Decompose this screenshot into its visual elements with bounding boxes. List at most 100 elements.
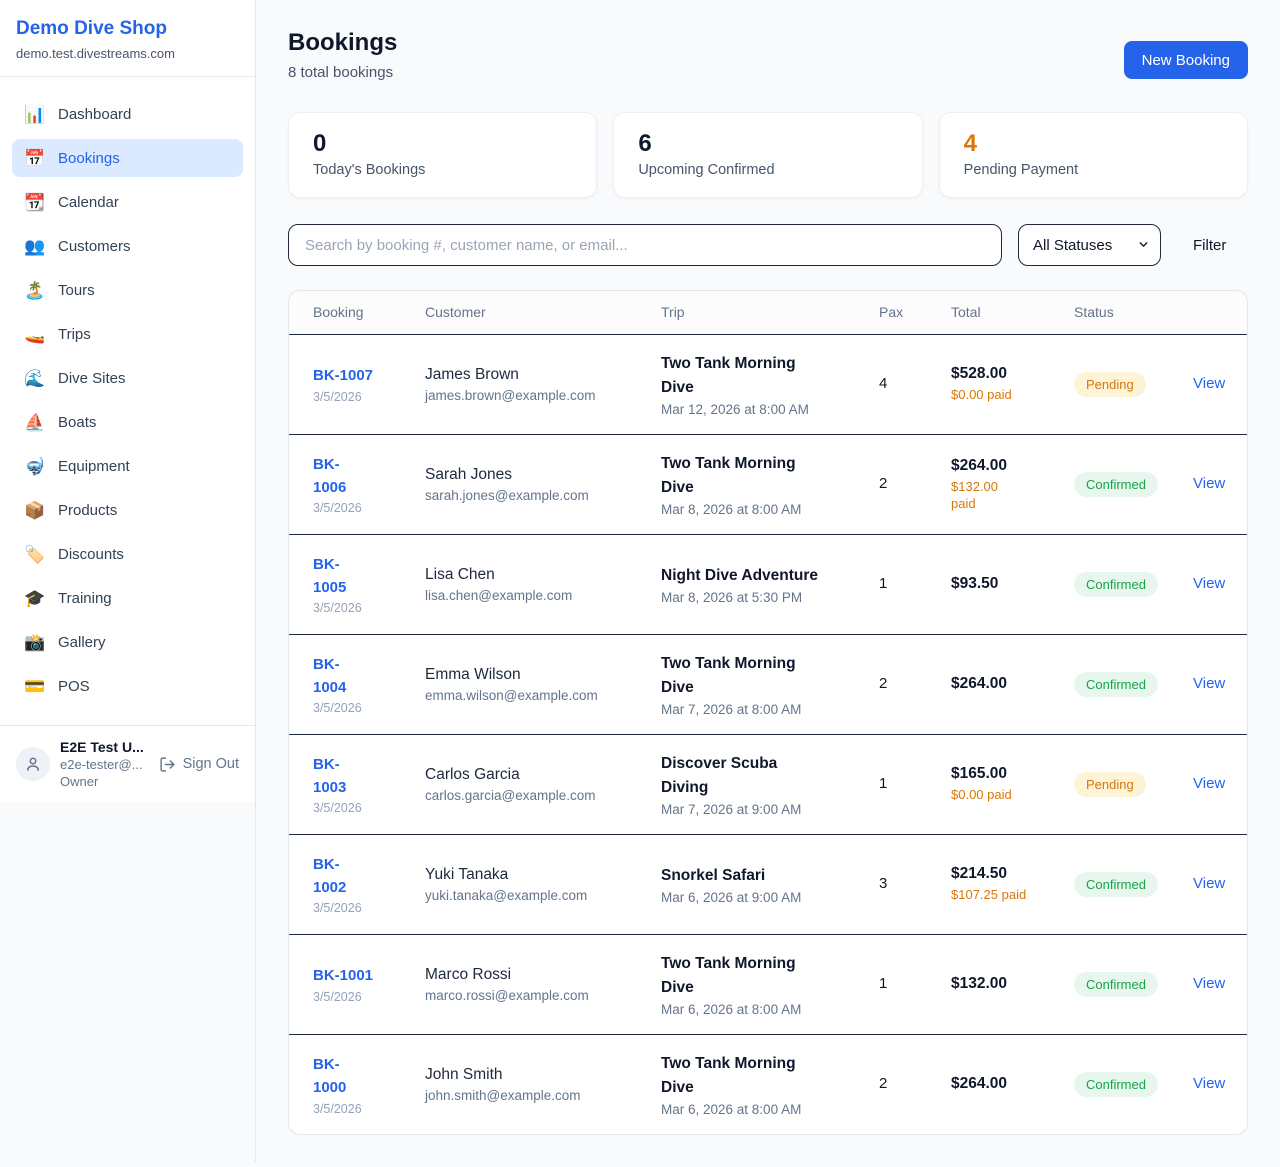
credit-card-icon: 💳 <box>24 676 46 696</box>
total-amount: $132.00 <box>951 975 1008 992</box>
sidebar-item-trips[interactable]: 🚤 Trips <box>24 324 91 344</box>
diving-mask-icon: 🤿 <box>24 456 46 476</box>
status-select[interactable]: All Statuses <box>1018 224 1161 266</box>
booking-id-link[interactable]: BK-1001 <box>313 967 374 985</box>
table-row: BK- 1005 3/5/2026 Lisa Chen lisa.chen@exa… <box>289 534 1247 635</box>
table-row: BK-1007 3/5/2026 James Brown james.brown… <box>289 334 1247 435</box>
pax-count: 1 <box>879 775 888 792</box>
sidebar-item-equipment[interactable]: 🤿 Equipment <box>24 456 130 476</box>
sidebar-item-dive-sites[interactable]: 🌊 Dive Sites <box>24 368 126 388</box>
new-booking-button[interactable]: New Booking <box>1123 41 1248 79</box>
booking-id-link[interactable]: BK- 1005 <box>313 555 347 596</box>
pax-count: 1 <box>879 575 888 592</box>
view-link[interactable]: View <box>1193 575 1226 592</box>
page-subtitle: 8 total bookings <box>288 64 394 81</box>
sidebar: Demo Dive Shop demo.test.divestreams.com… <box>0 0 256 1162</box>
sidebar-item-dashboard[interactable]: 📊 Dashboard <box>24 104 132 124</box>
trip-datetime: Mar 8, 2026 at 5:30 PM <box>661 589 803 605</box>
customer-email: carlos.garcia@example.com <box>425 787 596 803</box>
booking-date: 3/5/2026 <box>313 501 362 516</box>
customer-email: james.brown@example.com <box>425 387 596 403</box>
booking-id-link[interactable]: BK- 1003 <box>313 755 347 796</box>
sidebar-item-boats[interactable]: ⛵ Boats <box>24 412 97 432</box>
pax-count: 2 <box>879 1075 888 1093</box>
person-icon <box>27 757 39 771</box>
wave-icon: 🌊 <box>24 368 46 388</box>
stat-label: Upcoming Confirmed <box>638 162 775 178</box>
trip-name: Two Tank Morning Dive <box>661 454 796 496</box>
booking-date: 3/5/2026 <box>313 601 362 616</box>
stat-label: Pending Payment <box>963 162 1079 178</box>
customer-name: James Brown <box>425 365 519 383</box>
status-badge: Confirmed <box>1074 871 1158 897</box>
sign-out-button[interactable]: Sign Out <box>159 756 239 773</box>
trip-name: Two Tank Morning Dive <box>661 1054 796 1096</box>
camera-flash-icon: 📸 <box>24 632 46 652</box>
customer-name: Marco Rossi <box>425 965 512 983</box>
sidebar-item-bookings[interactable]: 📅 Bookings <box>12 139 243 177</box>
customer-email: sarah.jones@example.com <box>425 487 589 503</box>
user-box: E2E Test U... e2e-tester@... Owner Sign … <box>0 725 255 802</box>
trip-name: Night Dive Adventure <box>661 566 819 584</box>
stats-cards: 0 Today's Bookings 6 Upcoming Confirmed … <box>288 112 1248 198</box>
trip-datetime: Mar 7, 2026 at 8:00 AM <box>661 701 802 717</box>
paid-amount: $107.25 paid <box>951 887 1027 902</box>
booking-id-link[interactable]: BK-1007 <box>313 367 374 385</box>
stat-card: 6 Upcoming Confirmed <box>613 112 923 198</box>
booking-id-link[interactable]: BK- 1006 <box>313 455 347 496</box>
brand-name[interactable]: Demo Dive Shop <box>16 18 167 39</box>
trip-name: Snorkel Safari <box>661 866 766 884</box>
stat-card: 0 Today's Bookings <box>288 112 598 198</box>
column-header-customer: Customer <box>425 291 661 335</box>
pax-count: 4 <box>879 375 888 392</box>
total-amount: $165.00 <box>951 765 1008 782</box>
table-row: BK- 1000 3/5/2026 John Smith john.smith@e… <box>289 1034 1247 1134</box>
user-name: E2E Test U... <box>60 739 144 755</box>
view-link[interactable]: View <box>1193 475 1226 492</box>
customer-email: emma.wilson@example.com <box>425 687 598 703</box>
booking-date: 3/5/2026 <box>313 901 362 916</box>
booking-id-link[interactable]: BK- 1004 <box>313 655 347 696</box>
logout-icon <box>159 756 175 772</box>
pax-count: 3 <box>879 875 888 892</box>
search-input[interactable] <box>288 224 1002 266</box>
total-amount: $264.00 <box>951 1075 1008 1093</box>
view-link[interactable]: View <box>1193 375 1226 392</box>
view-link[interactable]: View <box>1193 875 1226 892</box>
sidebar-item-customers[interactable]: 👥 Customers <box>24 236 131 256</box>
table-row: BK- 1003 3/5/2026 Carlos Garcia carlos.ga… <box>289 734 1247 835</box>
column-header-booking: Booking <box>289 291 425 335</box>
customer-email: marco.rossi@example.com <box>425 987 589 1003</box>
sidebar-item-training[interactable]: 🎓 Training <box>24 588 112 608</box>
status-badge: Confirmed <box>1074 971 1158 997</box>
sidebar-item-calendar[interactable]: 📆 Calendar <box>24 192 119 212</box>
trip-datetime: Mar 6, 2026 at 8:00 AM <box>661 1001 802 1017</box>
booking-id-link[interactable]: BK- 1002 <box>313 855 347 896</box>
status-badge: Confirmed <box>1074 571 1158 597</box>
brand-block: Demo Dive Shop demo.test.divestreams.com <box>0 0 255 77</box>
people-icon: 👥 <box>24 236 46 256</box>
view-link[interactable]: View <box>1193 1075 1226 1093</box>
sidebar-item-gallery[interactable]: 📸 Gallery <box>24 632 106 652</box>
booking-date: 3/5/2026 <box>313 989 362 1004</box>
view-link[interactable]: View <box>1193 675 1226 692</box>
stat-value: 6 <box>638 130 652 157</box>
sidebar-item-pos[interactable]: 💳 POS <box>24 676 90 696</box>
view-link[interactable]: View <box>1193 775 1226 792</box>
trip-datetime: Mar 8, 2026 at 8:00 AM <box>661 501 802 517</box>
status-select-wrap: All Statuses <box>1018 224 1161 266</box>
sidebar-item-products[interactable]: 📦 Products <box>24 500 118 520</box>
bookings-table-card: Booking Customer Trip Pax Total Status BK-100… <box>288 290 1248 1135</box>
sign-out-label: Sign Out <box>182 756 239 772</box>
sidebar-item-discounts[interactable]: 🏷️ Discounts <box>24 544 124 564</box>
stat-value: 0 <box>313 130 327 157</box>
pax-count: 2 <box>879 475 888 492</box>
filter-button[interactable]: Filter <box>1193 236 1227 254</box>
booking-id-link[interactable]: BK- 1000 <box>313 1056 347 1097</box>
table-row: BK- 1006 3/5/2026 Sarah Jones sarah.jones… <box>289 434 1247 535</box>
view-link[interactable]: View <box>1193 975 1226 992</box>
status-badge: Confirmed <box>1074 471 1158 497</box>
sidebar-item-tours[interactable]: 🏝️ Tours <box>24 280 95 300</box>
user-email: e2e-tester@... <box>60 757 143 772</box>
customer-name: Lisa Chen <box>425 565 495 583</box>
